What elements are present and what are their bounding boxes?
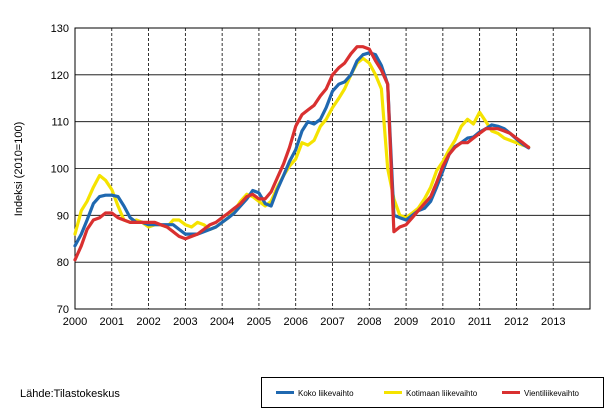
source-label: Lähde:Tilastokeskus bbox=[20, 388, 120, 400]
legend-label-koko: Koko liikevaihto bbox=[298, 389, 354, 398]
x-tick-label: 2012 bbox=[504, 316, 528, 328]
legend-label-kotimaan: Kotimaan liikevaihto bbox=[406, 389, 478, 398]
x-tick-label: 2013 bbox=[541, 316, 565, 328]
y-axis-label: Indeksi (2010=100) bbox=[13, 122, 25, 216]
y-tick-labels: 70 80 90 100 110 120 130 bbox=[51, 23, 69, 316]
y-tick-label: 110 bbox=[51, 117, 69, 129]
x-tick-label: 2002 bbox=[136, 316, 160, 328]
legend-swatch-koko bbox=[276, 391, 294, 395]
y-tick-label: 70 bbox=[57, 304, 69, 316]
x-tick-label: 2011 bbox=[468, 316, 492, 328]
x-tick-labels: 2000 2001 2002 2003 2004 2005 2006 2007 2008 2009… bbox=[63, 316, 566, 328]
x-tick-label: 2005 bbox=[247, 316, 271, 328]
x-tick-label: 2003 bbox=[173, 316, 197, 328]
y-tick-label: 80 bbox=[57, 257, 69, 269]
x-tick-label: 2004 bbox=[210, 316, 234, 328]
y-tick-label: 100 bbox=[51, 164, 69, 176]
y-tick-label: 90 bbox=[57, 210, 69, 222]
x-tick-label: 2006 bbox=[283, 316, 307, 328]
x-tick-label: 2000 bbox=[63, 316, 87, 328]
legend-item-kotimaan: Kotimaan liikevaihto bbox=[384, 388, 477, 400]
legend-swatch-vienti bbox=[502, 391, 520, 395]
y-tick-label: 130 bbox=[51, 23, 69, 35]
legend: Koko liikevaihto Kotimaan liikevaihto Vi… bbox=[261, 377, 604, 408]
legend-swatch-kotimaan bbox=[384, 391, 402, 395]
x-tick-label: 2007 bbox=[320, 316, 344, 328]
legend-item-vienti: Vientiliikevaihto bbox=[502, 388, 579, 400]
x-tick-label: 2009 bbox=[394, 316, 418, 328]
x-tick-label: 2001 bbox=[100, 316, 124, 328]
legend-item-koko: Koko liikevaihto bbox=[276, 388, 354, 400]
legend-label-vienti: Vientiliikevaihto bbox=[524, 389, 579, 398]
y-tick-label: 120 bbox=[51, 70, 69, 82]
series-lines bbox=[73, 45, 531, 262]
x-tick-label: 2010 bbox=[431, 316, 455, 328]
x-tick-label: 2008 bbox=[357, 316, 381, 328]
series-line-2 bbox=[73, 45, 531, 262]
